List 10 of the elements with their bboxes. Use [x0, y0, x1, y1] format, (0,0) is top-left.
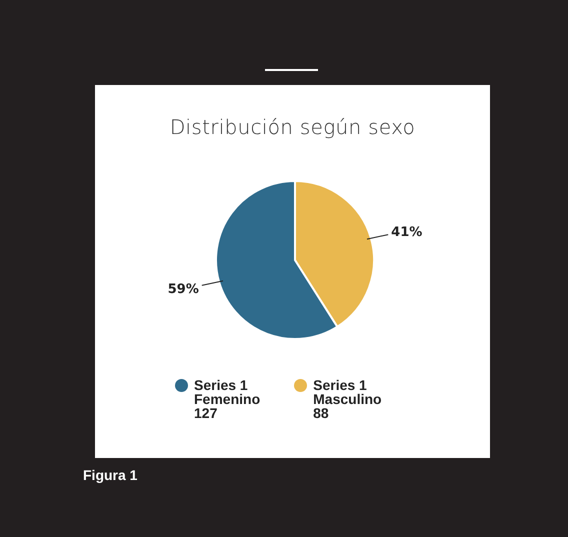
- text: Figura 1: [83, 467, 138, 483]
- legend-label: Masculino: [313, 391, 382, 407]
- text: 127: [194, 405, 218, 421]
- text: 88: [313, 405, 329, 421]
- legend-label: Femenino: [194, 391, 260, 407]
- data-label: 59%: [168, 282, 199, 297]
- text: Series 1: [194, 377, 248, 393]
- data-label: 41%: [391, 224, 422, 240]
- slice-label: Series 1: [313, 377, 368, 393]
- chart-title: Distribución según sexo: [168, 115, 416, 139]
